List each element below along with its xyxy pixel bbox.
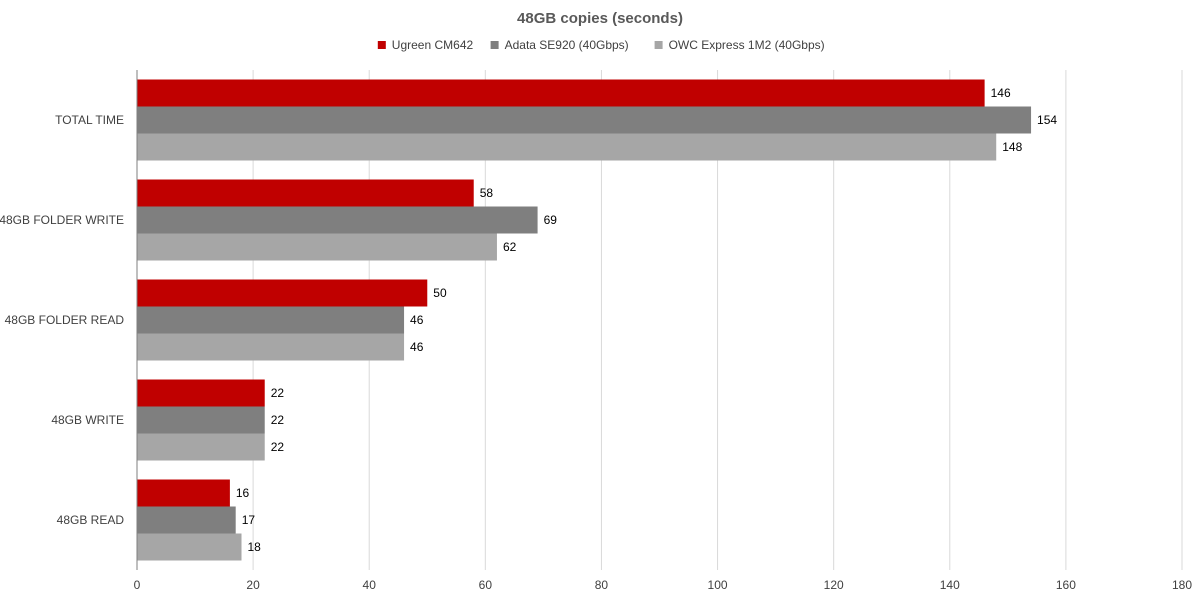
data-label: 50: [433, 286, 447, 300]
bar: [137, 333, 405, 361]
legend-swatch: [490, 41, 499, 49]
x-tick-label: 160: [1056, 578, 1076, 592]
x-tick-label: 140: [940, 578, 960, 592]
x-tick-label: 60: [479, 578, 493, 592]
category-label: 48GB FOLDER WRITE: [0, 213, 124, 227]
bar: [137, 306, 405, 334]
data-label: 46: [410, 313, 424, 327]
data-label: 18: [248, 540, 262, 554]
data-label: 154: [1037, 113, 1057, 127]
bar: [137, 533, 242, 561]
data-label: 62: [503, 240, 517, 254]
bar: [137, 279, 428, 307]
chart-title: 48GB copies (seconds): [517, 10, 683, 27]
bar: [137, 433, 265, 461]
x-tick-label: 40: [363, 578, 377, 592]
data-label: 46: [410, 340, 424, 354]
data-label: 17: [242, 513, 256, 527]
bars: [137, 79, 1032, 561]
bar: [137, 233, 497, 261]
data-label: 69: [544, 213, 558, 227]
category-label: 48GB READ: [57, 513, 125, 527]
bar: [137, 479, 230, 507]
bar: [137, 179, 474, 207]
bar: [137, 506, 236, 534]
data-label: 22: [271, 386, 285, 400]
bar: [137, 406, 265, 434]
data-label: 22: [271, 413, 285, 427]
tick-labels: 0 20 40 60 80 100 120 140 160 180: [134, 578, 1193, 592]
data-labels: 146 154 148 58 69 62 50 46 46 22 22 22 16 17 18: [236, 86, 1058, 554]
bar: [137, 79, 985, 107]
legend-swatch: [377, 41, 386, 49]
legend-label: OWC Express 1M2 (40Gbps): [669, 38, 825, 52]
bar: [137, 106, 1032, 134]
bar: [137, 379, 265, 407]
legend: Ugreen CM642 Adata SE920 (40Gbps) OWC Expr…: [377, 38, 825, 52]
data-label: 146: [991, 86, 1011, 100]
category-label: 48GB WRITE: [51, 413, 124, 427]
x-tick-label: 120: [824, 578, 844, 592]
data-label: 22: [271, 440, 285, 454]
x-tick-label: 0: [134, 578, 141, 592]
data-label: 148: [1002, 140, 1022, 154]
category-labels: TOTAL TIME 48GB FOLDER WRITE 48GB FOLDER R…: [0, 113, 124, 527]
bar: [137, 206, 538, 234]
category-label: TOTAL TIME: [55, 113, 124, 127]
category-label: 48GB FOLDER READ: [5, 313, 125, 327]
x-tick-label: 100: [708, 578, 728, 592]
bar: [137, 133, 997, 161]
legend-label: Ugreen CM642: [392, 38, 474, 52]
legend-label: Adata SE920 (40Gbps): [505, 38, 629, 52]
legend-swatch: [654, 41, 663, 49]
data-label: 16: [236, 486, 250, 500]
x-tick-label: 180: [1172, 578, 1192, 592]
data-label: 58: [480, 186, 494, 200]
x-tick-label: 80: [595, 578, 609, 592]
x-tick-label: 20: [246, 578, 260, 592]
